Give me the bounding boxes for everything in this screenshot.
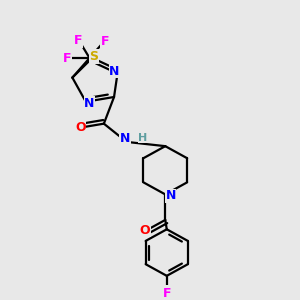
Text: N: N xyxy=(165,189,176,202)
Text: F: F xyxy=(101,35,109,48)
Text: N: N xyxy=(109,65,120,78)
Text: H: H xyxy=(138,133,148,142)
Text: F: F xyxy=(62,52,71,64)
Text: O: O xyxy=(140,224,150,236)
Text: F: F xyxy=(163,287,171,300)
Text: S: S xyxy=(89,50,98,63)
Text: N: N xyxy=(120,132,130,145)
Text: F: F xyxy=(74,34,83,47)
Text: O: O xyxy=(75,121,86,134)
Text: N: N xyxy=(84,97,94,110)
